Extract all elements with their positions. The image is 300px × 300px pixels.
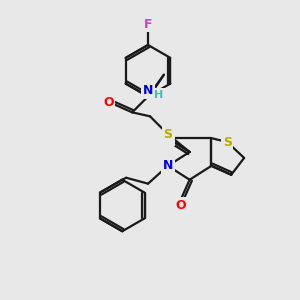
Text: S: S bbox=[163, 128, 172, 141]
Text: N: N bbox=[163, 159, 173, 172]
Text: S: S bbox=[223, 136, 232, 148]
Text: H: H bbox=[154, 89, 164, 100]
Text: N: N bbox=[143, 84, 153, 97]
Text: O: O bbox=[103, 96, 114, 109]
Text: N: N bbox=[163, 132, 173, 145]
Text: O: O bbox=[176, 199, 186, 212]
Text: F: F bbox=[144, 18, 152, 31]
